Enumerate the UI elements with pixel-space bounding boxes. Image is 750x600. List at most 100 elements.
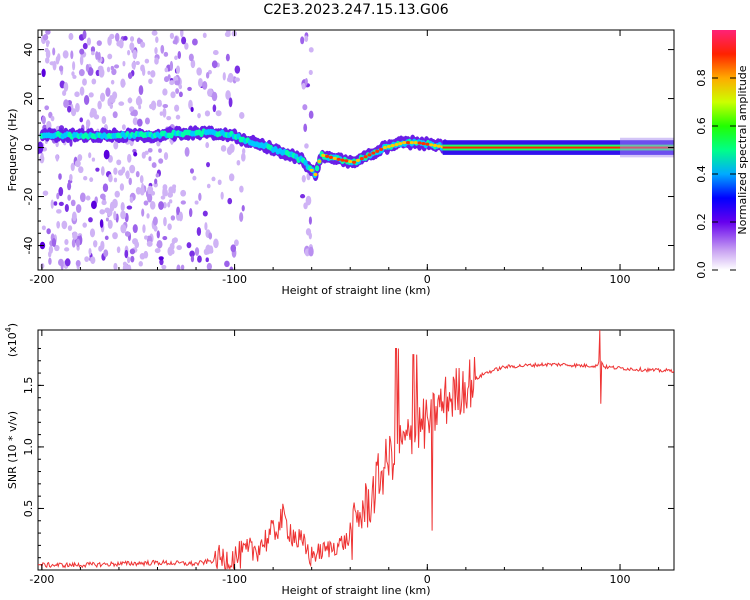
noise-speckle — [106, 66, 111, 73]
ridge-peak — [352, 160, 357, 164]
noise-speckle — [180, 30, 184, 38]
noise-speckle — [99, 209, 104, 215]
ridge-peak — [344, 159, 349, 163]
noise-speckle — [143, 200, 149, 206]
noise-speckle — [127, 264, 132, 270]
noise-speckle — [163, 216, 167, 227]
noise-speckle — [176, 264, 181, 270]
noise-speckle — [56, 209, 62, 214]
steady-band-halo — [620, 137, 674, 158]
noise-speckle — [135, 186, 142, 195]
bottom-x-tick-label: 100 — [610, 573, 631, 586]
noise-speckle — [113, 140, 119, 150]
noise-speckle — [46, 228, 51, 235]
noise-speckle — [205, 142, 210, 149]
noise-speckle — [70, 108, 77, 117]
noise-speckle — [95, 167, 100, 172]
noise-speckle — [139, 175, 144, 184]
noise-speckle — [71, 211, 77, 222]
noise-speckle — [147, 193, 153, 203]
ridge-peak — [371, 151, 376, 155]
noise-speckle — [303, 123, 308, 133]
noise-speckle — [130, 111, 136, 116]
noise-speckle — [206, 183, 211, 189]
noise-speckle — [114, 32, 120, 42]
noise-speckle — [41, 115, 46, 125]
noise-speckle — [217, 179, 222, 186]
noise-speckle — [128, 177, 132, 186]
noise-speckle — [171, 249, 175, 255]
noise-speckle — [107, 53, 113, 60]
noise-speckle — [90, 200, 97, 210]
noise-speckle — [78, 69, 85, 77]
ridge-peak — [433, 143, 438, 148]
noise-speckle — [91, 78, 97, 85]
noise-speckle — [162, 88, 168, 96]
noise-speckle — [138, 85, 144, 96]
noise-speckle — [97, 100, 102, 110]
noise-speckle — [159, 258, 164, 266]
noise-speckle — [159, 111, 164, 116]
noise-speckle — [188, 207, 193, 218]
noise-speckle — [156, 230, 160, 239]
noise-speckle — [225, 53, 230, 62]
noise-speckle — [83, 175, 88, 181]
y-scale-prefix: (x10 — [6, 332, 19, 357]
noise-speckle — [241, 152, 246, 162]
noise-speckle — [64, 247, 70, 252]
noise-speckle — [196, 67, 202, 76]
noise-speckle — [129, 36, 135, 42]
ridge-peak — [332, 156, 337, 160]
noise-speckle — [163, 51, 169, 57]
ridge-peak — [425, 142, 430, 146]
noise-speckle — [85, 195, 91, 201]
noise-speckle — [241, 205, 245, 212]
noise-speckle — [236, 159, 241, 166]
noise-speckle — [178, 91, 183, 98]
svg-text:(x104): (x104) — [4, 323, 19, 357]
noise-speckle — [168, 199, 173, 204]
top-x-tick-label: -100 — [222, 273, 247, 286]
ridge-peak — [340, 158, 345, 162]
top-y-tick-label: -40 — [22, 237, 35, 255]
ridge-core — [303, 159, 308, 166]
colorbar-tick-label: 0.0 — [695, 261, 708, 279]
ridge-peak — [417, 141, 422, 145]
noise-speckle — [89, 177, 94, 183]
noise-speckle — [132, 117, 138, 126]
ridge-peak — [436, 144, 441, 148]
bottom-x-tick-label: -100 — [222, 573, 247, 586]
noise-speckle — [39, 154, 45, 164]
y-scale-exponent: 4 — [4, 327, 13, 332]
noise-speckle — [70, 199, 76, 207]
noise-speckle — [83, 94, 90, 105]
noise-speckle — [239, 185, 244, 193]
noise-speckle — [123, 35, 128, 41]
ridge-peak — [379, 147, 384, 151]
noise-speckle — [48, 257, 52, 265]
colorbar-tick-label: 0.6 — [695, 117, 708, 135]
chart-title: C2E3.2023.247.15.13.G06 — [263, 2, 448, 18]
noise-speckle — [127, 49, 131, 56]
noise-speckle — [104, 207, 111, 214]
noise-speckle — [69, 173, 73, 181]
noise-speckle — [228, 97, 233, 108]
noise-speckle — [194, 247, 200, 256]
noise-speckle — [155, 36, 159, 44]
noise-speckle — [116, 159, 122, 166]
noise-speckle — [72, 61, 76, 71]
noise-speckle — [135, 170, 140, 178]
noise-speckle — [45, 40, 50, 45]
noise-speckle — [56, 192, 60, 200]
ridge-peak — [375, 149, 380, 153]
noise-speckle — [171, 238, 176, 245]
ridge-peak — [398, 142, 403, 146]
top-y-axis-label: Frequency (Hz) — [6, 109, 19, 192]
noise-speckle — [110, 79, 115, 85]
noise-speckle — [149, 201, 156, 210]
noise-speckle — [75, 102, 80, 113]
noise-speckle — [151, 30, 158, 36]
noise-speckle — [41, 68, 46, 78]
noise-speckle — [102, 183, 109, 192]
noise-speckle — [72, 231, 78, 240]
